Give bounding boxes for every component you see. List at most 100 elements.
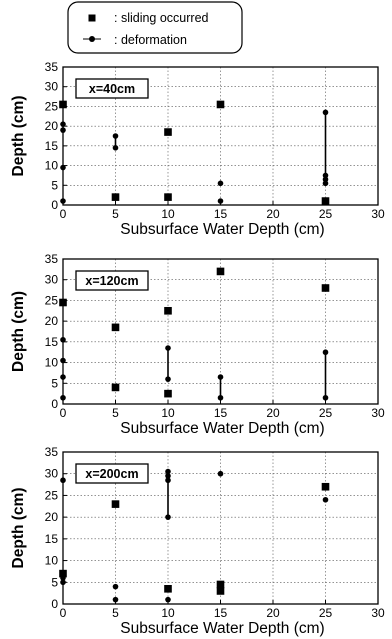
sliding-point (216, 580, 225, 589)
x-tick-label: 10 (161, 406, 175, 420)
deformation-point (322, 394, 329, 401)
x-axis-label: Subsurface Water Depth (cm) (120, 620, 324, 637)
y-axis-label: Depth (cm) (10, 488, 27, 569)
sliding-point (111, 193, 120, 201)
x-tick-label: 0 (60, 207, 67, 221)
deformation-point (60, 394, 66, 401)
x-tick-label: 10 (161, 606, 175, 620)
sliding-point (164, 389, 172, 398)
deformation-point (217, 374, 224, 380)
x-axis-label: Subsurface Water Depth (cm) (120, 221, 324, 238)
y-tick-label: 5 (51, 575, 58, 589)
sliding-point (164, 306, 172, 315)
y-tick-label: 10 (45, 356, 59, 370)
legend-sliding-marker (88, 14, 96, 22)
sliding-point (111, 383, 120, 392)
x-tick-label: 20 (266, 406, 280, 420)
y-tick-label: 20 (45, 119, 59, 133)
y-tick-label: 15 (45, 139, 59, 153)
deformation-point (165, 345, 171, 351)
x-tick-label: 30 (371, 207, 385, 221)
y-tick-label: 25 (45, 488, 59, 502)
sliding-point (216, 587, 225, 595)
x-tick-label: 25 (319, 606, 333, 620)
deformation-point (112, 596, 119, 603)
legend-deformation-label: : deformation (114, 33, 187, 47)
deformation-point (217, 180, 224, 187)
x-tick-label: 20 (266, 207, 280, 221)
y-tick-label: 35 (45, 60, 59, 74)
sliding-point (321, 284, 330, 292)
sliding-point (216, 267, 225, 276)
sliding-point (216, 100, 225, 109)
deformation-point (60, 579, 66, 586)
x-tick-label: 30 (371, 606, 385, 620)
deformation-point (60, 336, 66, 343)
sliding-point (111, 323, 120, 332)
x-tick-label: 25 (319, 406, 333, 420)
panel-label-box (75, 463, 149, 484)
sliding-point (164, 193, 172, 201)
legend-deformation-marker (89, 36, 95, 42)
deformation-point (165, 514, 171, 520)
x-tick-label: 5 (112, 207, 119, 221)
sliding-point (59, 100, 67, 109)
deformation-point (322, 176, 329, 183)
deformation-point (112, 133, 119, 139)
deformation-point (60, 198, 66, 204)
deformation-point (322, 172, 329, 179)
y-tick-label: 15 (45, 335, 59, 349)
sliding-point (164, 585, 172, 593)
y-tick-label: 15 (45, 532, 59, 546)
y-tick-label: 35 (45, 252, 59, 266)
deformation-point (60, 477, 66, 484)
y-tick-label: 25 (45, 99, 59, 113)
deformation-point (60, 374, 66, 380)
y-tick-label: 20 (45, 510, 59, 524)
deformation-point (60, 357, 66, 364)
x-tick-label: 30 (371, 406, 385, 420)
x-tick-label: 5 (112, 606, 119, 620)
y-tick-label: 25 (45, 293, 59, 307)
y-tick-label: 5 (51, 376, 58, 390)
y-tick-label: 0 (51, 198, 58, 212)
legend-sliding-label: : sliding occurred (114, 11, 209, 25)
sliding-point (321, 197, 330, 205)
deformation-point (322, 349, 329, 356)
x-tick-label: 15 (214, 406, 228, 420)
chart-panel-2: 0 5 10 15 20 25 30 0 5 10 15 20 25 30 35 Subsurface Wat… (10, 252, 385, 437)
deformation-point (165, 468, 171, 475)
sliding-point (59, 298, 67, 307)
x-tick-label: 10 (161, 207, 175, 221)
y-tick-label: 30 (45, 80, 59, 94)
deformation-point (60, 164, 66, 171)
deformation-point (322, 109, 329, 116)
chart-panel-1: 0 5 10 15 20 25 30 0 5 10 15 20 25 30 35 Subsurface Wat… (10, 60, 385, 238)
deformation-point (165, 477, 171, 484)
x-tick-label: 0 (60, 606, 67, 620)
y-tick-label: 20 (45, 314, 59, 328)
deformation-point (322, 496, 329, 503)
chart-panel-3: 0 5 10 15 20 25 30 0 5 10 15 20 25 30 35 Subsurface Wat… (10, 445, 385, 637)
legend: : sliding occurred : deformation (67, 1, 243, 54)
sliding-point (321, 482, 330, 491)
y-tick-label: 30 (45, 467, 59, 481)
x-tick-label: 15 (214, 207, 228, 221)
deformation-point (60, 121, 66, 127)
y-tick-label: 0 (51, 397, 58, 411)
deformation-point (165, 473, 171, 479)
x-axis-label: Subsurface Water Depth (cm) (120, 420, 324, 437)
y-tick-label: 0 (51, 597, 58, 611)
x-tick-label: 5 (112, 406, 119, 420)
panel-label: x=40cm (89, 82, 135, 96)
x-tick-label: 15 (214, 606, 228, 620)
deformation-point (112, 583, 119, 590)
deformation-point (165, 596, 171, 603)
deformation-point (217, 470, 224, 477)
x-tick-label: 0 (60, 406, 67, 420)
panel-label: x=120cm (85, 274, 138, 288)
deformation-point (217, 394, 224, 401)
deformation-point (217, 198, 224, 204)
legend-frame (67, 1, 243, 54)
